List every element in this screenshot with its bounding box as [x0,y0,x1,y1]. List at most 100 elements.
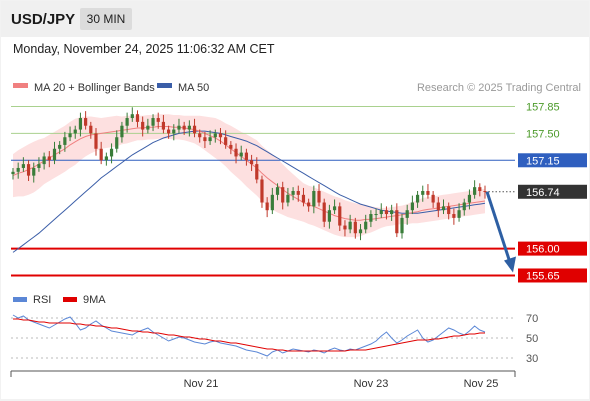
support-tag [518,241,587,256]
resistance-label: 157.50 [526,128,560,140]
candle-body [47,156,51,161]
pivot-tag [518,153,587,168]
candle-body [400,217,404,234]
candle-body [63,137,67,145]
rsi-legend-label-0: RSI [33,294,51,306]
candle-body [218,133,223,138]
candle-body [390,210,394,215]
candle-body [410,202,414,211]
candle-body [374,214,378,216]
candle-body [130,114,134,119]
rsi-legend-swatch-0 [13,297,27,302]
candle-body [151,118,155,126]
rsi-ma-line [13,318,485,352]
legend-label-0: MA 20 + Bollinger Bands [34,82,155,94]
candle-body [135,114,140,122]
candle-body [296,191,300,195]
candle-body [26,164,31,176]
candle-body [192,125,197,134]
candle-body [32,167,36,176]
candle-body [16,167,20,172]
support-label: 155.65 [526,270,560,282]
candle-body [436,202,440,211]
legend-swatch-1 [157,83,172,88]
candle-body [332,206,337,211]
candle-body [213,133,217,138]
candle-body [58,144,62,149]
candle-body [73,129,77,134]
candle-body [52,148,57,161]
candle-body [452,214,456,218]
legend-label-1: MA 50 [178,82,209,94]
candle-body [68,133,72,138]
candle-body [358,229,363,234]
candle-body [255,164,259,180]
candle-body [462,202,466,211]
candle-body [198,133,202,138]
candle-body [483,191,487,192]
candle-body [120,125,124,138]
candle-body [224,137,228,145]
candle-body [260,179,264,203]
candle-body [172,129,176,134]
candle-body [281,187,285,203]
candle-body [327,210,331,222]
candle-body [265,202,269,211]
bollinger-band [13,114,485,238]
candle-body [141,121,145,130]
projection-arrowhead [504,256,516,273]
candle-body [37,164,41,168]
projection-arrow [485,191,512,263]
candle-body [229,144,233,149]
x-tick-label: Nov 23 [354,378,389,390]
candle-body [84,118,88,126]
candle-body [415,194,420,203]
candle-body [115,137,119,149]
candle-body [343,225,347,230]
candle-body [395,210,399,234]
support-tag [518,268,587,283]
candle-body [421,191,425,195]
current-price-tag [518,184,587,199]
candle-body [275,187,280,195]
candle-body [78,118,83,130]
x-tick-label: Nov 21 [184,378,219,390]
candle-body [208,137,212,142]
candle-body [369,214,373,222]
timeframe-button[interactable]: 30 MIN [80,8,132,30]
candle-body [42,156,46,165]
candle-body [104,156,108,161]
candle-body [338,206,342,226]
current-price-label: 156.74 [526,187,560,199]
candle-body [21,164,25,168]
candle-body [167,129,171,134]
candle-body [146,125,150,130]
rsi-line [12,314,486,357]
candle-body [203,137,207,142]
candle-body [11,171,15,175]
candle-body [291,191,295,195]
x-tick-label: Nov 25 [464,378,499,390]
candle-body [447,206,451,215]
candle-body [239,152,243,157]
candle-body [441,206,446,211]
candle-body [187,125,191,130]
candle-body [125,118,129,126]
timestamp: Monday, November 24, 2025 11:06:32 AM CE… [13,42,275,56]
candle-body [99,148,103,161]
candle-body [301,194,306,203]
candle-body [244,152,249,161]
candle-body [156,118,160,122]
candle-body [94,133,98,149]
rsi-legend-swatch-1 [63,297,77,302]
rsi-tick-label: 50 [526,333,538,345]
rsi-tick-label: 70 [526,313,538,325]
candle-body [307,202,311,207]
candle-body [270,194,274,211]
candle-body [286,194,290,203]
candle-body [89,125,93,134]
candle-body [467,194,472,203]
candle-body [109,148,114,157]
